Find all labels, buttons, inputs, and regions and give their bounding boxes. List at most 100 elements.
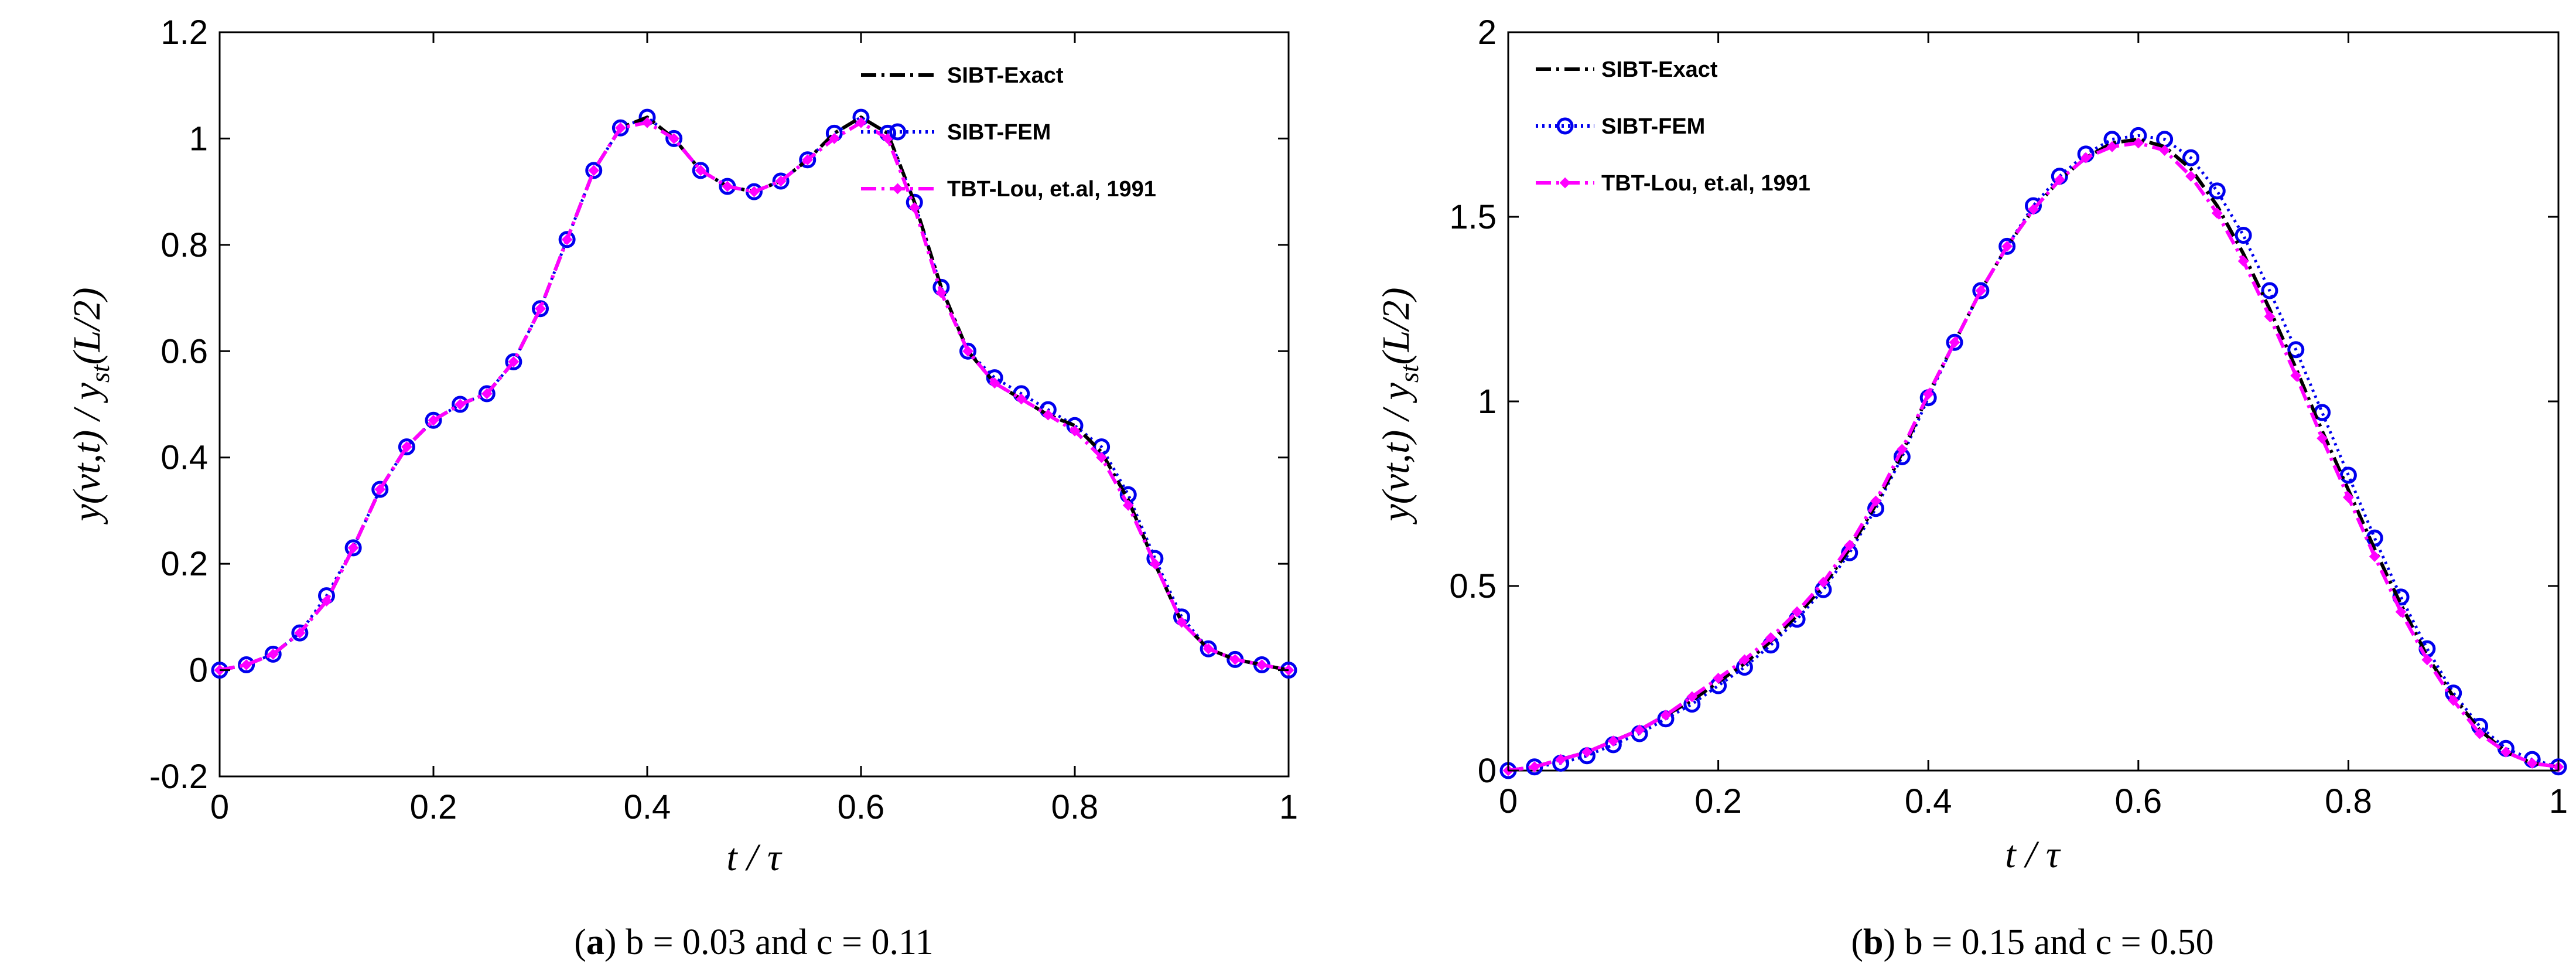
data-point [2001,240,2013,252]
legend-a: SIBT-Exact SIBT-FEM TBT-Lou, et.al, 1991 [861,63,1156,202]
y-tick-label: 0.5 [1449,567,1497,605]
x-axis-title-a: t / τ [726,836,783,879]
data-point [1946,333,1963,351]
y-axis-title-b-tail: (L/2) [1375,287,1417,364]
x-tick-label: 0.8 [2325,782,2372,820]
data-point [1200,640,1217,657]
data-point [2235,227,2252,244]
data-point [772,172,790,190]
legend-label: SIBT-Exact [1601,57,1718,82]
x-tick-label: 0.8 [1051,788,1099,826]
legend-marker [892,183,903,195]
y-tick-label: 1.5 [1449,198,1497,236]
data-point [2185,171,2196,182]
caption-a: (a) b = 0.03 and c = 0.11 [574,922,933,962]
y-tick-label: 0 [189,652,208,690]
x-axis-title-b: t / τ [2005,833,2061,876]
data-point [2395,606,2407,618]
data-point [1042,409,1054,421]
data-point [478,385,496,403]
data-point [425,411,442,429]
y-axis-title-b-main: y(vt,t) / y [1375,382,1417,524]
data-point [1122,499,1134,511]
data-point [2237,255,2249,267]
series-group-b [1499,127,2567,779]
series-group-a [211,108,1297,679]
data-point [401,441,412,452]
data-point [775,175,787,187]
data-point [2080,152,2092,163]
series-line-tbt-lou-et-al-1991 [219,121,1289,672]
y-axis-title-b: y(vt,t) / yst(L/2) [1375,287,1424,524]
caption-a-label: a [586,922,604,962]
data-point [535,303,546,315]
data-point [2339,466,2357,484]
x-tick-label: 0.6 [2114,782,2162,820]
caption-a-text: b = 0.03 and c = 0.11 [617,922,934,962]
data-point [2208,182,2226,200]
x-tick-label: 1 [2549,782,2568,820]
data-point [2317,432,2328,444]
data-point [398,438,415,456]
data-point [1686,691,1698,703]
x-tick-label: 0 [1499,782,1518,820]
data-point [241,659,252,670]
data-point [962,345,973,357]
data-point [828,133,840,144]
legend-label: SIBT-Exact [947,63,1064,88]
caption-b-label: b [1863,922,1883,962]
data-point [428,414,439,426]
data-point [347,542,359,554]
y-tick-label: 0 [1478,752,1497,790]
plot-area-b [1507,31,2560,772]
data-point [2182,149,2199,166]
data-point [452,396,469,413]
data-point [321,595,332,607]
y-tick-label: 1 [1478,383,1497,421]
data-point [1555,754,1567,765]
data-point [802,154,814,166]
legend-label: TBT-Lou, et.al, 1991 [1601,171,1810,196]
data-point [2159,145,2171,156]
legend-label: TBT-Lou, et.al, 1991 [947,177,1156,202]
data-point [989,377,1000,389]
legend-label: SIBT-FEM [1601,114,1705,139]
data-point [1922,388,1934,400]
data-point [1096,452,1108,464]
data-point [1975,285,1987,297]
x-tick-label: 0.2 [1694,782,1742,820]
y-tick-label: 2 [1478,13,1497,52]
data-point [665,130,683,147]
data-point [2369,551,2380,563]
data-point [1016,393,1027,405]
y-tick-label: 0.6 [160,332,208,370]
data-point [908,202,920,213]
tick-labels-a: 0 0.2 0.4 0.6 0.8 1-0.200.20.40.60.811.2 [149,13,1298,826]
data-point [1949,336,1960,348]
data-point [641,117,653,128]
data-point [1634,724,1645,736]
data-point [264,645,282,663]
data-point [1607,735,1619,747]
data-point [1765,632,1776,643]
data-point [1998,237,2016,255]
legend-marker [889,123,906,141]
data-point [695,165,706,176]
legend-label: SIBT-FEM [947,120,1051,145]
data-point [959,342,976,360]
data-point [267,648,279,660]
data-point [505,353,522,370]
data-point [1817,577,1829,588]
data-point [2028,203,2039,215]
y-axis-title-a-tail: (L/2) [66,287,108,364]
y-tick-label: -0.2 [149,758,208,796]
data-point [2106,141,2118,152]
y-tick-label: 0.2 [160,545,208,583]
legend-b: SIBT-Exact SIBT-FEM TBT-Lou, et.al, 1991 [1536,57,1810,196]
y-tick-label: 0.4 [160,439,208,477]
data-point [1526,758,1543,776]
data-point [1256,659,1267,670]
data-point [291,624,309,642]
data-point [1581,747,1593,758]
data-point [2290,370,2302,381]
